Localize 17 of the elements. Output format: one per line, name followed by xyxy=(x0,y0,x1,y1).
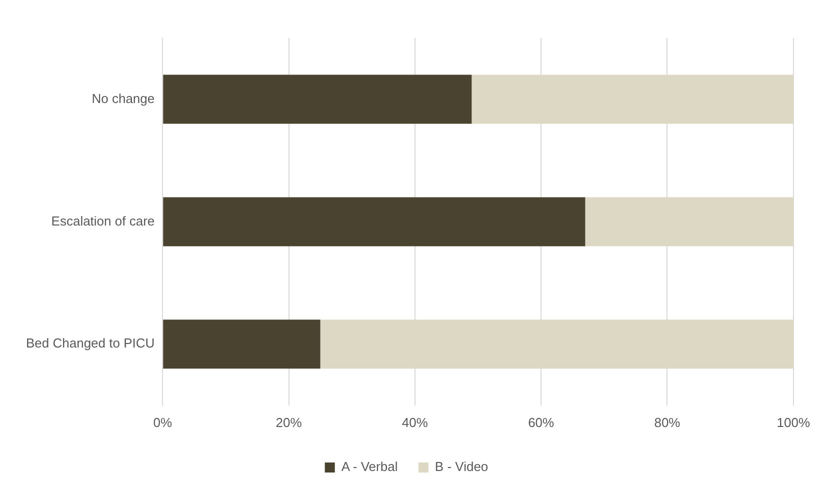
bar xyxy=(585,197,794,246)
bar xyxy=(163,197,586,246)
y-tick-label: No change xyxy=(92,90,155,106)
y-tick-label: Bed Changed to PICU xyxy=(26,336,155,351)
y-tick-label: Escalation of care xyxy=(51,213,155,228)
x-tick-label: 80% xyxy=(654,414,681,430)
x-tick-label: 0% xyxy=(153,414,172,430)
x-tick-label: 100% xyxy=(776,414,810,430)
x-tick-label: 20% xyxy=(276,414,302,430)
bar xyxy=(472,74,794,124)
legend-label: B - Video xyxy=(434,459,488,474)
x-tick-label: 60% xyxy=(528,414,555,430)
bar xyxy=(320,320,794,369)
legend-label: A - Verbal xyxy=(341,459,398,474)
bar xyxy=(163,74,472,124)
bar xyxy=(163,320,320,369)
x-tick-label: 40% xyxy=(402,414,428,430)
